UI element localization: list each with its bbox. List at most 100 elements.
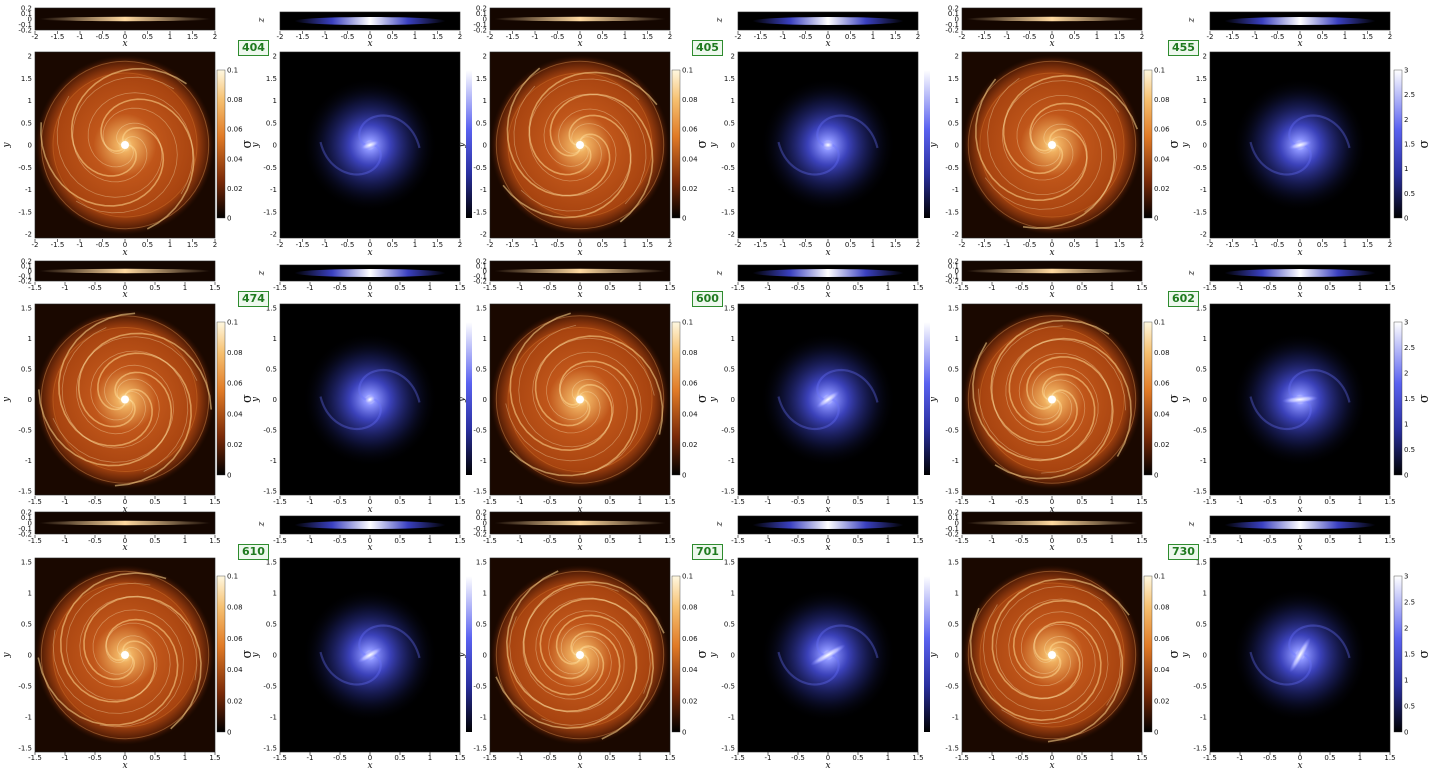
x-tick-label: 1 — [428, 498, 432, 506]
colorbar-tick-label: 3 — [1404, 573, 1408, 581]
x-tick-label: -2 — [735, 33, 742, 41]
x-tick-label: -0.5 — [543, 498, 557, 506]
x-tick-label: 0.5 — [394, 537, 405, 545]
x-tick-label: 1.5 — [1136, 537, 1147, 545]
x-tick-label: 0.5 — [149, 498, 160, 506]
y-tick-label: -1.5 — [1193, 208, 1207, 216]
y-axis-label: y — [2, 652, 12, 659]
y-tick-label: -0.5 — [945, 683, 959, 691]
y-tick-label: 2 — [731, 53, 735, 61]
y-axis-label: y — [929, 652, 939, 659]
x-tick-label: -1 — [1237, 284, 1244, 292]
spiral-arm — [1008, 337, 1132, 457]
y-tick-label: -1 — [25, 457, 32, 465]
spiral-arm — [58, 312, 153, 447]
spiral-arm — [777, 141, 840, 176]
stellar-bar — [364, 394, 376, 405]
colorbar-tick-label: 0.1 — [682, 67, 693, 75]
spiral-arm — [505, 365, 628, 462]
spiral-arm — [90, 350, 189, 472]
y-tick-label: -1 — [952, 186, 959, 194]
x-tick-label: 1 — [1110, 284, 1114, 292]
y-axis-label: y — [457, 652, 467, 659]
x-tick-label: 1.5 — [1114, 241, 1125, 249]
y-tick-label: 0.5 — [266, 621, 277, 629]
x-tick-label: -0.5 — [1015, 537, 1029, 545]
colorbar-tick-label: 2.5 — [1404, 91, 1415, 99]
spiral-arm — [509, 360, 638, 477]
x-tick-label: 1.5 — [209, 537, 220, 545]
x-tick-label: -0.5 — [799, 241, 813, 249]
colorbar-tick-label: 0.02 — [227, 441, 243, 449]
x-tick-label: -1 — [517, 498, 524, 506]
y-tick-label: 0.5 — [724, 621, 735, 629]
gas-colorbar — [1143, 321, 1153, 476]
gas-core — [1048, 141, 1056, 149]
colorbar-tick-label: 0.04 — [227, 666, 243, 674]
spiral-arm — [40, 122, 165, 207]
y-tick-label: -2 — [728, 231, 735, 239]
x-tick-label: 0 — [578, 754, 582, 762]
x-tick-label: 1 — [1358, 537, 1362, 545]
x-tick-label: 1 — [886, 537, 890, 545]
colorbar-tick-label: 0.1 — [682, 319, 693, 327]
spiral-arm — [535, 597, 651, 694]
x-tick-label: -1.5 — [28, 537, 42, 545]
colorbar-tick-label: 0.1 — [227, 319, 238, 327]
x-tick-label: -0.5 — [1271, 241, 1285, 249]
colorbar-tick-label: 1.5 — [1404, 141, 1415, 149]
run-label: 404 — [238, 40, 269, 56]
z-tick-label: -0.1 — [18, 21, 32, 29]
y-tick-label: 1 — [28, 97, 32, 105]
x-tick-label: 1.5 — [209, 754, 220, 762]
colorbar-tick-label: 0.02 — [682, 441, 698, 449]
colorbar-tick-label: 2 — [1404, 625, 1408, 633]
y-tick-label: 1 — [731, 590, 735, 598]
z-tick-label: 0 — [483, 268, 487, 276]
x-tick-label: 0 — [1298, 284, 1302, 292]
y-axis-label: y — [457, 142, 467, 149]
y-tick-label: 0 — [955, 652, 959, 660]
y-tick-label: -1 — [480, 457, 487, 465]
colorbar-tick-label: 1.5 — [1404, 651, 1415, 659]
y-axis-label: y — [251, 396, 261, 403]
x-tick-label: 1.5 — [642, 241, 653, 249]
stellar-bar — [357, 647, 383, 663]
x-tick-label: -1 — [517, 284, 524, 292]
x-tick-label: 0.5 — [852, 537, 863, 545]
x-tick-label: -1.5 — [1203, 284, 1217, 292]
z-tick-label: 0 — [955, 268, 959, 276]
y-tick-label: 0.5 — [948, 621, 959, 629]
z-tick-label: -0.1 — [18, 525, 32, 533]
x-tick-label: 2 — [458, 33, 462, 41]
x-tick-label: -0.5 — [1023, 241, 1037, 249]
x-tick-label: -1.5 — [1203, 537, 1217, 545]
z-tick-label: 0.2 — [948, 5, 959, 13]
x-tick-label: -0.5 — [88, 284, 102, 292]
z-axis-label: z — [257, 270, 267, 276]
spiral-arm — [994, 356, 1114, 480]
x-tick-label: -1.5 — [955, 537, 969, 545]
gas-colorbar — [216, 575, 226, 733]
spiral-arm — [1002, 74, 1139, 175]
x-tick-label: -1 — [989, 754, 996, 762]
stellar-colorbar — [924, 322, 930, 475]
x-tick-label: 0 — [123, 537, 127, 545]
x-axis-label: x — [577, 39, 582, 49]
y-tick-label: 0.5 — [21, 621, 32, 629]
colorbar-tick-label: 0.04 — [227, 410, 243, 418]
x-tick-label: 0.5 — [149, 754, 160, 762]
x-tick-label: -1 — [532, 33, 539, 41]
x-tick-label: -1 — [1237, 754, 1244, 762]
x-tick-label: -0.5 — [791, 754, 805, 762]
y-tick-label: 1.5 — [724, 75, 735, 83]
colorbar-tick-label: 0.08 — [227, 349, 243, 357]
run-label: 600 — [692, 291, 723, 307]
x-tick-label: -1.5 — [754, 33, 768, 41]
colorbar-tick-label: 1 — [1404, 677, 1408, 685]
edge-on-disk — [38, 520, 212, 526]
colorbar-tick-label: 0.04 — [1154, 666, 1170, 674]
colorbar-tick-label: 0.06 — [682, 380, 698, 388]
z-axis-label: z — [715, 270, 725, 276]
x-axis-label: x — [577, 248, 582, 258]
